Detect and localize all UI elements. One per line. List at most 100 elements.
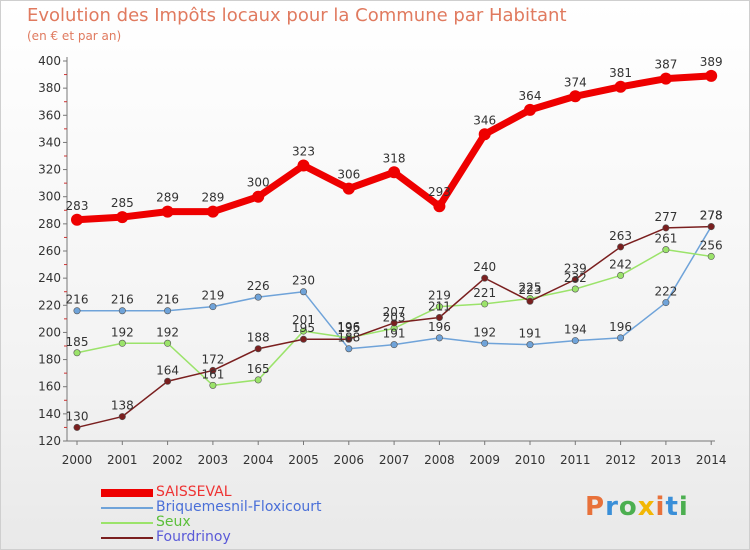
legend-item-fourdrinoy[interactable]: Fourdrinoy xyxy=(101,530,322,545)
data-label: 191 xyxy=(383,327,406,341)
data-label: 216 xyxy=(66,293,89,307)
x-tick-label: 2013 xyxy=(651,453,682,467)
data-point xyxy=(73,307,81,315)
legend-swatch-saisseval xyxy=(101,488,153,497)
data-point xyxy=(164,307,172,315)
data-label: 226 xyxy=(247,279,270,293)
data-point xyxy=(481,300,489,308)
data-point xyxy=(481,339,489,347)
legend-swatch-fourdrinoy xyxy=(101,536,153,539)
data-point xyxy=(662,246,670,254)
data-label: 306 xyxy=(337,168,360,182)
data-label: 195 xyxy=(337,321,360,335)
data-label: 381 xyxy=(609,66,632,80)
data-point xyxy=(390,319,398,327)
data-point xyxy=(662,224,670,232)
data-point xyxy=(707,252,715,260)
y-tick-label: 120 xyxy=(38,434,61,448)
data-label: 323 xyxy=(292,145,315,159)
x-tick-label: 2005 xyxy=(288,453,319,467)
data-label: 216 xyxy=(111,293,134,307)
y-tick-label: 320 xyxy=(38,163,61,177)
data-label: 232 xyxy=(564,271,587,285)
legend-label-fourdrinoy: Fourdrinoy xyxy=(156,529,231,545)
y-tick-label: 360 xyxy=(38,108,61,122)
data-point xyxy=(118,307,126,315)
logo-letter: t xyxy=(665,492,679,522)
data-point xyxy=(526,297,534,305)
logo-letter: i xyxy=(655,492,666,522)
data-point xyxy=(71,213,83,226)
data-label: 223 xyxy=(519,283,542,297)
data-point xyxy=(388,166,401,179)
data-label: 374 xyxy=(564,75,587,89)
data-point xyxy=(435,313,443,321)
x-tick-label: 2003 xyxy=(198,453,229,467)
legend-item-seux[interactable]: Seux xyxy=(101,515,322,530)
data-label: 165 xyxy=(247,362,270,376)
y-tick-label: 200 xyxy=(38,325,61,339)
data-label: 346 xyxy=(473,113,496,127)
chart-subtitle: (en € et par an) xyxy=(27,29,122,43)
data-label: 389 xyxy=(700,55,723,69)
y-tick-label: 280 xyxy=(38,217,61,231)
y-tick-label: 140 xyxy=(38,407,61,421)
data-point xyxy=(118,339,126,347)
logo-letter: x xyxy=(637,492,656,522)
logo-letter: o xyxy=(618,492,638,522)
data-point xyxy=(617,271,625,279)
x-tick-label: 2006 xyxy=(334,453,365,467)
data-point xyxy=(481,274,489,282)
data-label: 164 xyxy=(156,363,179,377)
x-tick-label: 2001 xyxy=(107,453,138,467)
data-point xyxy=(164,377,172,385)
data-label: 283 xyxy=(66,199,89,213)
data-labels-layer: 216 216 216 219 226 230 188 191 196 192 191 194 196 2… xyxy=(66,55,723,423)
y-tick-label: 240 xyxy=(38,271,61,285)
data-label: 211 xyxy=(428,300,451,314)
legend-swatch-seux xyxy=(101,521,153,524)
x-tick-label: 2002 xyxy=(152,453,183,467)
data-label: 161 xyxy=(201,367,224,381)
chart-title: Evolution des Impôts locaux pour la Comm… xyxy=(27,5,567,26)
data-point xyxy=(209,303,217,311)
data-label: 240 xyxy=(473,260,496,274)
data-label: 194 xyxy=(564,323,587,337)
data-label: 263 xyxy=(609,229,632,243)
legend-label-briquemesnil: Briquemesnil-Floxicourt xyxy=(156,499,322,515)
data-label: 192 xyxy=(473,325,496,339)
data-label: 185 xyxy=(66,335,89,349)
y-tick-label: 160 xyxy=(38,380,61,394)
x-tick-label: 2008 xyxy=(424,453,455,467)
data-point xyxy=(345,345,353,353)
data-label: 289 xyxy=(156,191,179,205)
proxiti-logo: Proxiti xyxy=(585,492,689,522)
data-point xyxy=(297,159,310,172)
data-label: 261 xyxy=(654,232,677,246)
legend-label-saisseval: SAISSEVAL xyxy=(156,484,232,500)
data-label: 364 xyxy=(519,89,542,103)
data-point xyxy=(524,103,536,116)
data-point xyxy=(571,337,579,345)
data-label: 289 xyxy=(201,191,224,205)
data-label: 221 xyxy=(473,286,496,300)
data-point xyxy=(707,223,715,231)
data-point xyxy=(435,303,443,311)
data-point xyxy=(433,200,446,213)
legend-item-saisseval[interactable]: SAISSEVAL xyxy=(101,485,322,500)
data-point xyxy=(478,128,491,141)
legend-label-seux: Seux xyxy=(156,514,191,530)
data-label: 318 xyxy=(383,151,406,165)
data-label: 285 xyxy=(111,196,134,210)
data-point xyxy=(254,293,262,301)
data-label: 203 xyxy=(383,310,406,324)
data-point xyxy=(342,182,355,195)
legend-item-briquemesnil[interactable]: Briquemesnil-Floxicourt xyxy=(101,500,322,515)
data-label: 293 xyxy=(428,185,451,199)
data-point xyxy=(252,190,265,203)
y-tick-label: 380 xyxy=(38,81,61,95)
y-tick-label: 180 xyxy=(38,353,61,367)
x-tick-label: 2011 xyxy=(560,453,591,467)
data-point xyxy=(705,69,718,82)
